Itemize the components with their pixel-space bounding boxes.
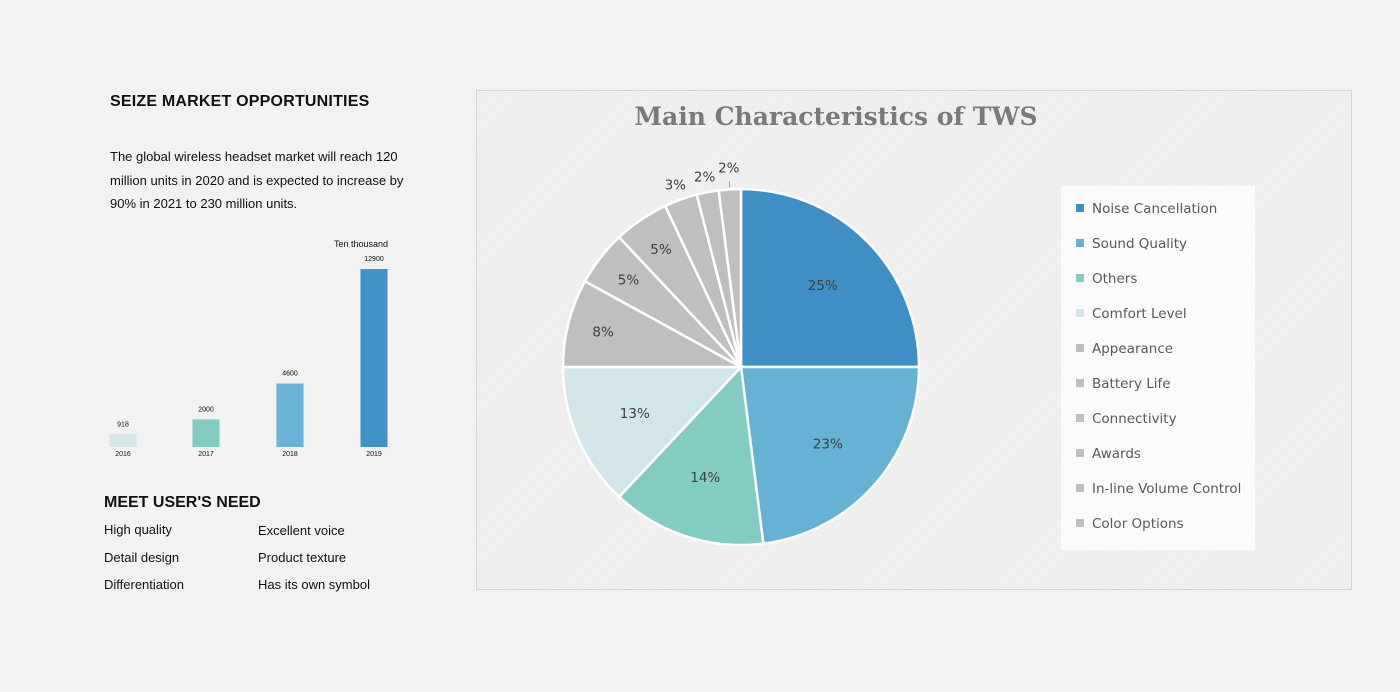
legend-label: Battery Life bbox=[1092, 376, 1171, 392]
legend-item: Color Options bbox=[1076, 516, 1184, 532]
legend-label: Noise Cancellation bbox=[1092, 201, 1218, 217]
bar-2016 bbox=[109, 434, 137, 447]
need-item: Product texture bbox=[258, 550, 347, 565]
legend-label: Sound Quality bbox=[1092, 236, 1188, 252]
pie-slice-comfort-level bbox=[561, 365, 744, 499]
legend-label: Appearance bbox=[1092, 341, 1174, 357]
legend-swatch bbox=[1076, 449, 1084, 457]
bar-category-label: 2016 bbox=[115, 451, 131, 458]
pie-data-label: 23% bbox=[813, 437, 843, 453]
pie-data-label: 14% bbox=[690, 470, 720, 486]
pie-data-label: 5% bbox=[650, 242, 672, 258]
pie-slice-appearance bbox=[561, 279, 742, 369]
bar-unit-label: Ten thousand bbox=[334, 239, 388, 249]
pie-slice-sound-quality bbox=[739, 365, 921, 545]
need-item: Has its own symbol bbox=[258, 577, 370, 592]
legend-label: Comfort Level bbox=[1092, 306, 1187, 322]
legend-item: Noise Cancellation bbox=[1076, 201, 1217, 217]
section-heading-market: SEIZE MARKET OPPORTUNITIES bbox=[110, 93, 370, 110]
need-item: Differentiation bbox=[104, 577, 184, 592]
pie-data-label: 3% bbox=[665, 177, 687, 193]
bar-category-label: 2017 bbox=[198, 451, 214, 458]
pie-slice-others bbox=[617, 364, 765, 547]
pie-data-label: 8% bbox=[592, 325, 614, 341]
bar-category-label: 2018 bbox=[282, 451, 298, 458]
need-item: Excellent voice bbox=[258, 523, 345, 538]
legend-swatch bbox=[1076, 379, 1084, 387]
legend-item: Comfort Level bbox=[1076, 306, 1187, 322]
pie-slice-color-options bbox=[717, 187, 743, 368]
legend-item: Appearance bbox=[1076, 341, 1173, 357]
pie-data-label: 2% bbox=[718, 160, 740, 176]
bar-2019 bbox=[360, 269, 388, 447]
bar-value-label: 12900 bbox=[364, 256, 384, 263]
bar-value-label: 2000 bbox=[198, 406, 214, 413]
pie-legend: Noise Cancellation Sound Quality Others Com… bbox=[1061, 186, 1255, 550]
pie-chart: 25% 23% 14% 13% 8% 5% 5% 3% 2%2% bbox=[561, 160, 921, 547]
market-paragraph: The global wireless headset market will … bbox=[110, 149, 404, 211]
legend-swatch bbox=[1076, 519, 1084, 527]
pie-data-label: 13% bbox=[620, 406, 650, 422]
legend-item: Awards bbox=[1076, 446, 1141, 462]
need-item: Detail design bbox=[104, 550, 180, 565]
legend-label: Color Options bbox=[1092, 516, 1184, 532]
bar-category-label: 2019 bbox=[366, 451, 382, 458]
bar-2018 bbox=[276, 383, 304, 447]
bar-2017 bbox=[192, 419, 220, 447]
legend-label: Others bbox=[1092, 271, 1138, 287]
legend-item: Battery Life bbox=[1076, 376, 1171, 392]
pie-chart-title: Main Characteristics of TWS bbox=[634, 102, 1038, 131]
legend-swatch bbox=[1076, 484, 1084, 492]
legend-swatch bbox=[1076, 239, 1084, 247]
legend-swatch bbox=[1076, 274, 1084, 282]
need-item: High quality bbox=[104, 522, 172, 537]
pie-data-label: 25% bbox=[808, 278, 838, 294]
pie-data-label: 2% bbox=[694, 169, 716, 185]
legend-swatch bbox=[1076, 204, 1084, 212]
legend-item: In-line Volume Control bbox=[1076, 481, 1241, 497]
legend-swatch bbox=[1076, 344, 1084, 352]
pie-slice-noise-cancellation bbox=[739, 187, 921, 369]
bar-value-label: 4600 bbox=[282, 371, 298, 378]
legend-swatch bbox=[1076, 309, 1084, 317]
legend-label: In-line Volume Control bbox=[1092, 481, 1242, 497]
pie-data-label: 5% bbox=[618, 273, 640, 289]
legend-swatch bbox=[1076, 414, 1084, 422]
legend-item: Sound Quality bbox=[1076, 236, 1187, 252]
legend-label: Awards bbox=[1092, 446, 1141, 462]
legend-item: Connectivity bbox=[1076, 411, 1177, 427]
section-heading-needs: MEET USER'S NEED bbox=[104, 494, 261, 511]
legend-label: Connectivity bbox=[1092, 411, 1177, 427]
bar-value-label: 918 bbox=[117, 421, 129, 428]
legend-item: Others bbox=[1076, 271, 1137, 287]
bar-chart: Ten thousand 918 2016 2000 2017 4600 2018 12900… bbox=[109, 239, 388, 458]
